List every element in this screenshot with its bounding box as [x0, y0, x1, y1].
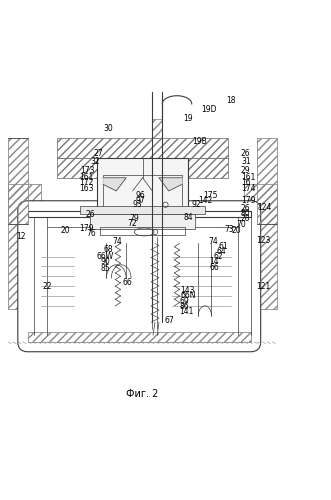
Bar: [57, 138, 228, 158]
Text: 19: 19: [184, 114, 193, 123]
Bar: [8, 138, 28, 224]
Text: 123: 123: [256, 236, 270, 244]
Text: 62: 62: [213, 252, 223, 261]
Text: 143: 143: [180, 286, 195, 294]
Text: 66: 66: [210, 262, 219, 272]
Text: 90: 90: [101, 258, 111, 266]
Bar: [258, 138, 277, 224]
Text: 12: 12: [16, 232, 26, 241]
Bar: [57, 158, 97, 178]
Text: 69: 69: [180, 296, 189, 306]
Bar: [152, 118, 162, 139]
Text: 70: 70: [236, 220, 246, 229]
Text: 179: 179: [79, 224, 94, 233]
Text: 174: 174: [241, 184, 256, 193]
Text: 30: 30: [103, 124, 113, 133]
FancyBboxPatch shape: [18, 201, 261, 352]
Text: 76: 76: [87, 229, 96, 238]
Text: 26: 26: [85, 210, 95, 219]
Text: 16: 16: [241, 178, 251, 187]
Bar: [28, 210, 251, 217]
Text: 64: 64: [216, 247, 226, 256]
Text: 26: 26: [241, 148, 251, 158]
Text: 29: 29: [241, 166, 251, 174]
Text: 32: 32: [90, 157, 100, 166]
Text: 74: 74: [112, 238, 122, 246]
Bar: [8, 138, 28, 224]
Bar: [152, 118, 162, 139]
Bar: [188, 158, 228, 178]
Bar: [57, 158, 97, 178]
Text: 85: 85: [101, 264, 110, 272]
Text: 26: 26: [241, 204, 251, 214]
Text: 173: 173: [80, 166, 95, 174]
Text: 175: 175: [203, 191, 218, 200]
Text: 66: 66: [123, 278, 133, 286]
Text: 86: 86: [180, 302, 189, 311]
Text: 20: 20: [61, 226, 70, 235]
Text: 14: 14: [209, 258, 218, 266]
Text: 68: 68: [103, 245, 113, 254]
Bar: [57, 138, 228, 158]
Text: Фиг. 2: Фиг. 2: [126, 390, 159, 400]
Text: 172: 172: [79, 178, 94, 187]
Polygon shape: [159, 178, 182, 191]
Bar: [80, 206, 205, 214]
Text: 142: 142: [198, 196, 213, 204]
Text: 18: 18: [226, 96, 236, 105]
Text: 66N: 66N: [180, 292, 196, 300]
Text: 80: 80: [241, 210, 251, 218]
Text: 27: 27: [93, 148, 103, 158]
Text: 141: 141: [180, 307, 194, 316]
Text: 179: 179: [241, 196, 256, 205]
Text: 22: 22: [42, 282, 52, 290]
Text: 19D: 19D: [202, 105, 217, 114]
Bar: [244, 184, 277, 309]
Text: 73: 73: [224, 225, 234, 234]
Text: 96: 96: [135, 191, 145, 200]
Bar: [8, 184, 41, 309]
Bar: [97, 158, 188, 210]
Bar: [28, 332, 251, 342]
Bar: [258, 138, 277, 224]
Text: 74: 74: [208, 238, 218, 246]
Bar: [188, 158, 228, 178]
Text: 19B: 19B: [192, 137, 207, 146]
Text: 72: 72: [128, 218, 137, 228]
Text: 61: 61: [218, 242, 228, 251]
Bar: [103, 174, 182, 208]
Bar: [8, 184, 41, 309]
Text: 97: 97: [135, 196, 145, 204]
Bar: [28, 332, 251, 342]
Text: 28: 28: [241, 214, 251, 223]
Text: 121: 121: [256, 282, 270, 290]
Text: 66W: 66W: [97, 252, 114, 261]
Polygon shape: [103, 178, 126, 191]
Text: 31: 31: [241, 157, 251, 166]
Text: 161: 161: [241, 172, 255, 182]
Text: 84: 84: [184, 214, 193, 222]
Text: 67: 67: [165, 316, 174, 325]
Text: 161: 161: [79, 172, 94, 182]
Text: 79: 79: [129, 214, 139, 223]
Text: 124: 124: [258, 203, 272, 212]
Text: 92: 92: [191, 200, 201, 209]
Bar: [100, 227, 185, 235]
Text: 20: 20: [231, 226, 241, 235]
Text: 163: 163: [79, 184, 94, 193]
Text: 93: 93: [133, 200, 142, 209]
Bar: [244, 184, 277, 309]
Bar: [90, 214, 195, 228]
